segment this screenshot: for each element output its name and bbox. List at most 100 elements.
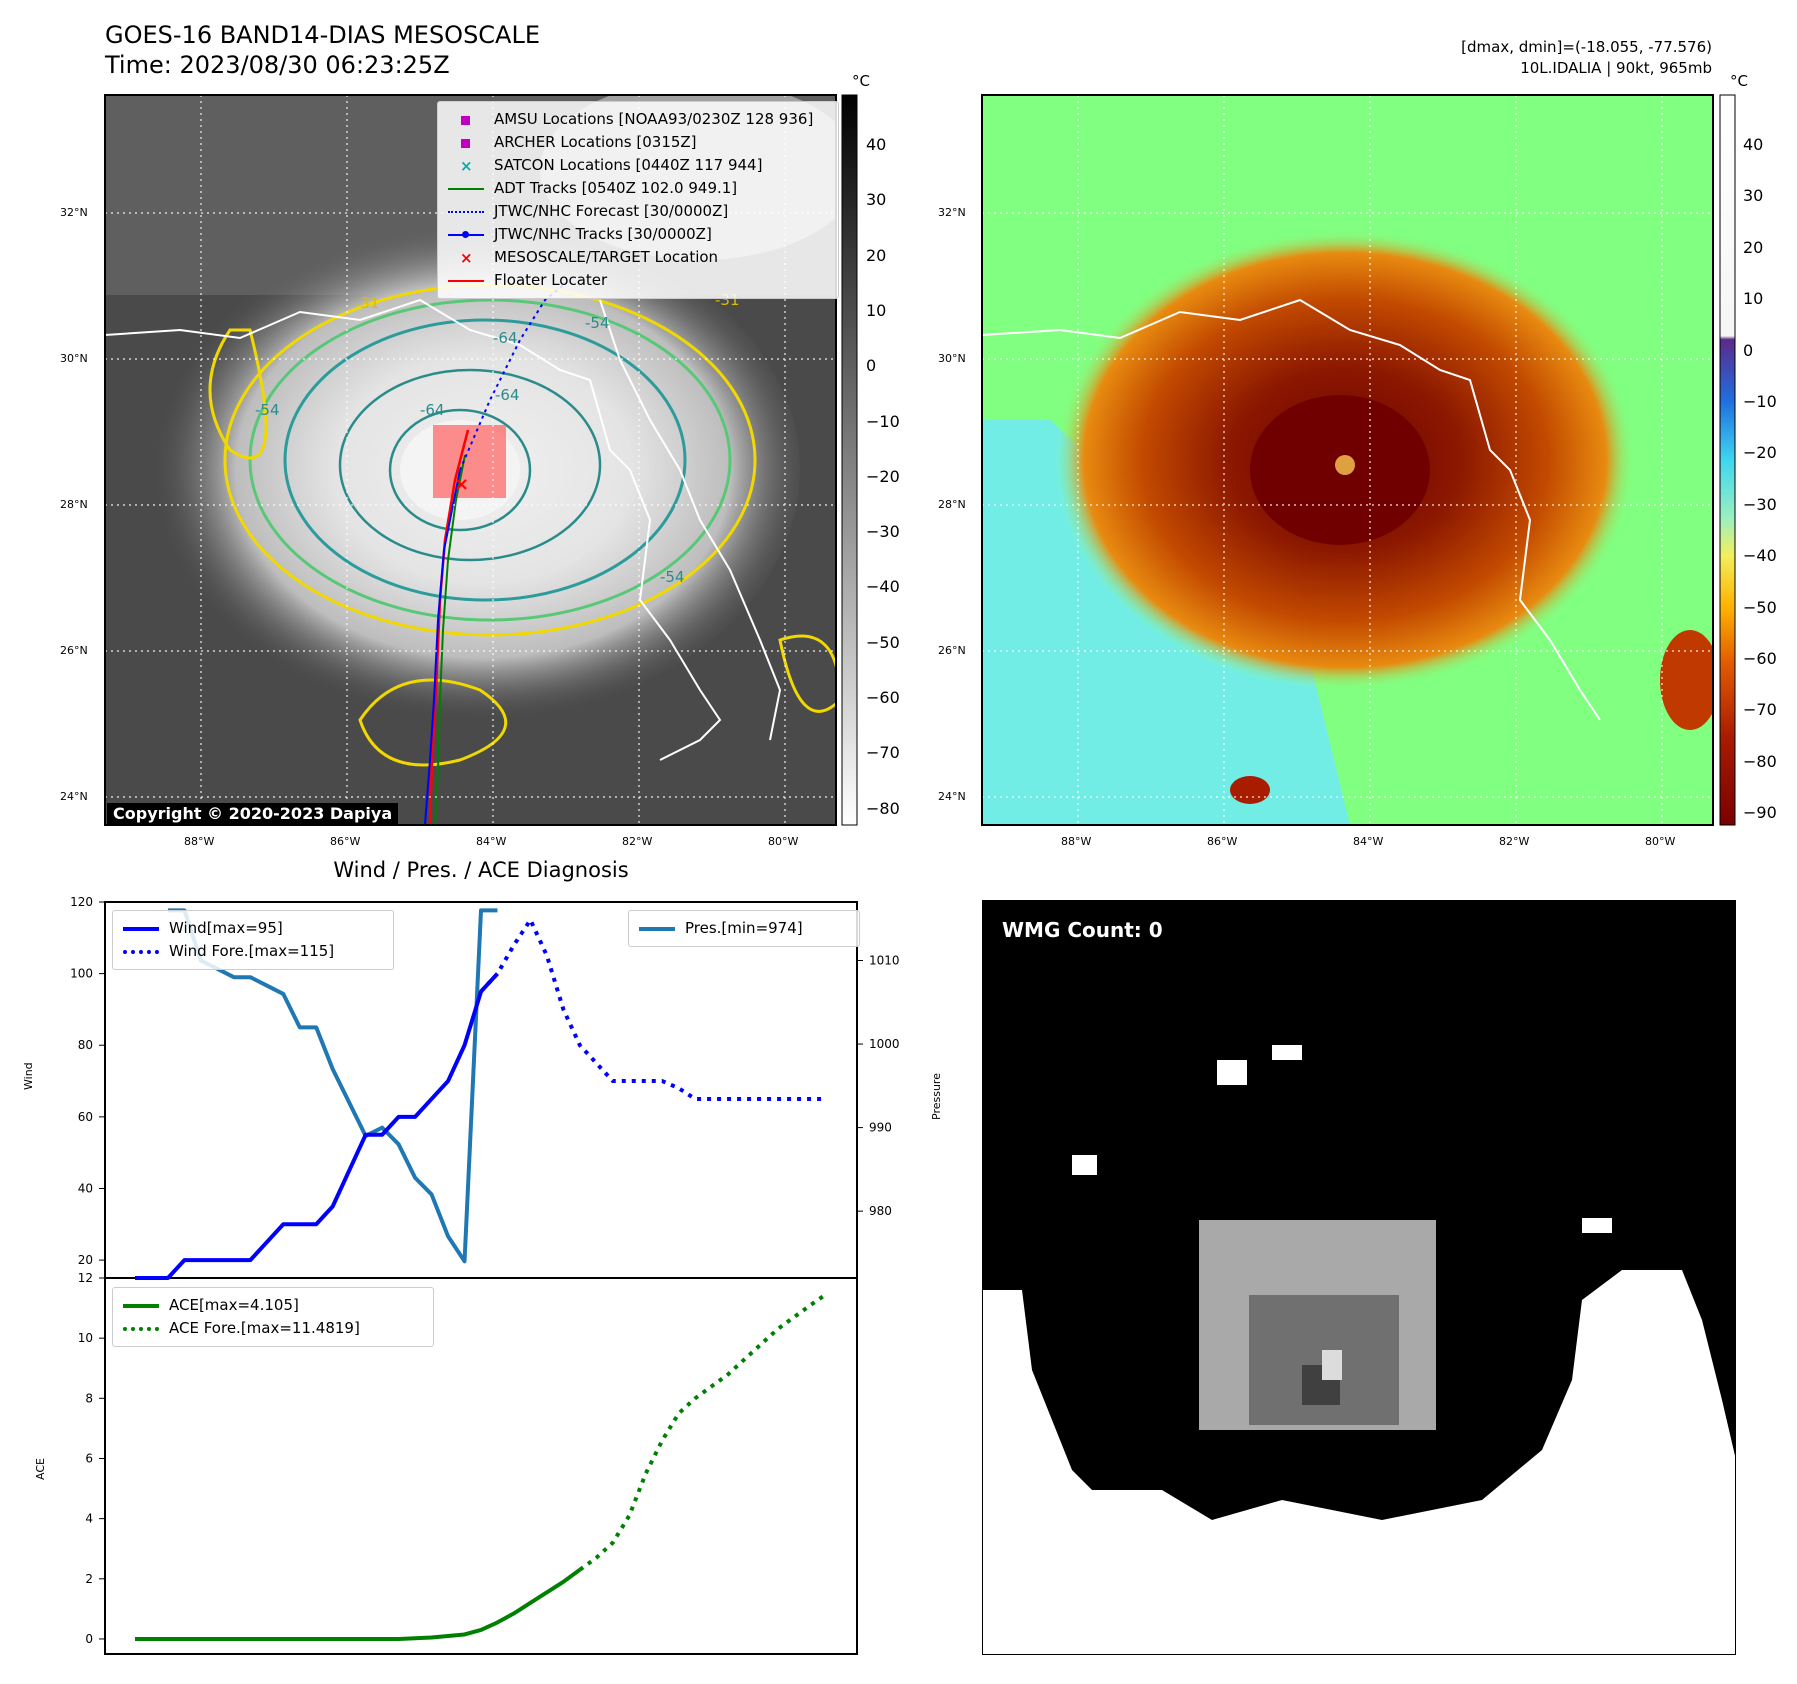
colorbar-tick-label: −70: [866, 743, 900, 763]
ace-axis-tick-label: 12: [78, 1271, 93, 1285]
colorbar-tick-label: 0: [866, 356, 877, 376]
lat-label: 32°N: [938, 206, 966, 219]
contour-label: -64: [420, 401, 445, 419]
legend-entry: ADT Tracks [0540Z 102.0 949.1]: [448, 177, 828, 200]
colorbar-tick-label: −20: [866, 466, 900, 486]
colorbar-tick-label: 10: [866, 300, 887, 320]
colorbar-tick-label: −50: [866, 632, 900, 652]
ir-map-panel: × -31 -54 -64 -54 -64 -64 -54 -31: [104, 94, 1736, 826]
legend-marker: [448, 210, 484, 213]
colorbar-tick-label: 30: [866, 190, 887, 210]
diagnosis-title: Wind / Pres. / ACE Diagnosis: [333, 858, 629, 882]
ace-axis-tick-label: 0: [85, 1632, 93, 1646]
ace-legend: ACE[max=4.105] ACE Fore.[max=11.4819]: [112, 1287, 434, 1347]
legend-marker: ×: [460, 156, 473, 175]
pressure-axis-tick-label: 1010: [869, 953, 900, 967]
ace-axis-tick-label: 10: [78, 1331, 93, 1345]
colorbar-unit: °C: [1730, 72, 1748, 90]
contour-label: -54: [660, 568, 685, 586]
wind-axis-tick-label: 40: [78, 1181, 93, 1195]
lat-label: 30°N: [938, 352, 966, 365]
wind-axis-tick-label: 120: [70, 895, 93, 909]
legend-label: ADT Tracks [0540Z 102.0 949.1]: [494, 179, 738, 197]
pressure-axis-tick-label: 980: [869, 1204, 892, 1218]
contour-label: -64: [495, 386, 520, 404]
colorbar-tick-label: 0: [1743, 340, 1754, 360]
lon-label: 86°W: [1207, 835, 1238, 848]
pressure-axis-label: Pressure: [930, 1073, 943, 1120]
legend-entry: ARCHER Locations [0315Z]: [448, 131, 828, 154]
contour-label: -54: [255, 401, 280, 419]
colorbar-tick-label: 40: [1743, 135, 1764, 154]
legend-marker: ×: [460, 248, 473, 267]
ace-series-line: [578, 1291, 829, 1572]
contour-label: -54: [585, 314, 610, 332]
colorbar-tick-label: −40: [866, 577, 900, 597]
ace-axis-tick-label: 6: [85, 1451, 93, 1465]
legend-label: MESOSCALE/TARGET Location: [494, 248, 719, 266]
wind-axis-tick-label: 100: [70, 967, 93, 981]
lat-label: 28°N: [938, 498, 966, 511]
legend-marker: [448, 138, 484, 148]
dmax-dmin-label: [dmax, dmin]=(-18.055, -77.576): [1461, 38, 1712, 56]
wmg-count-label: WMG Count: 0: [1002, 918, 1163, 942]
pressure-axis-tick-label: 1000: [869, 1037, 900, 1051]
figure-title-line2: Time: 2023/08/30 06:23:25Z: [105, 51, 450, 79]
colorbar-tick-label: 20: [1743, 237, 1764, 257]
lon-label: 80°W: [1645, 835, 1676, 848]
legend-marker: [448, 115, 484, 125]
lon-label: 88°W: [184, 835, 215, 848]
legend-marker: [448, 187, 484, 190]
wind-legend: Wind[max=95] Wind Fore.[max=115]: [112, 910, 394, 970]
legend-label: Floater Locater: [494, 271, 608, 289]
legend-label: SATCON Locations [0440Z 117 944]: [494, 156, 763, 174]
colorbar-tick-label: 10: [1743, 289, 1764, 309]
legend-marker: [448, 230, 484, 238]
legend-label: JTWC/NHC Forecast [30/0000Z]: [494, 202, 729, 220]
pressure-legend: Pres.[min=974]: [628, 910, 860, 947]
ace-axis-tick-label: 8: [85, 1391, 93, 1405]
legend-entry: Floater Locater: [448, 269, 828, 292]
colorbar-tick-label: −20: [1743, 443, 1777, 463]
copyright-label: Copyright © 2020-2023 Dapiya: [107, 803, 399, 824]
legend-entry: AMSU Locations [NOAA93/0230Z 128 936]: [448, 108, 828, 131]
colorbar-tick-label: −60: [1743, 649, 1777, 669]
lat-label: 26°N: [60, 644, 88, 657]
colorbar-tick-label: −40: [1743, 546, 1777, 566]
ace-axis-tick-label: 4: [85, 1512, 93, 1526]
lon-label: 88°W: [1061, 835, 1092, 848]
lon-label: 84°W: [476, 835, 507, 848]
svg-text:×: ×: [454, 474, 469, 495]
wind-axis-label: Wind: [22, 1062, 35, 1090]
colorbar-tick-label: 20: [866, 245, 887, 265]
contour-label: -64: [493, 329, 518, 347]
wind-pres-ace-chart: 20 40 60 80 100 120 980 990 1000 1010 0 2 4 6 8 10 12: [70, 895, 900, 1655]
colorbar-unit: °C: [852, 72, 870, 90]
lat-label: 32°N: [60, 206, 88, 219]
lat-label: 30°N: [60, 352, 88, 365]
pressure-series-line: [167, 908, 498, 1264]
wind-series-line: [135, 972, 499, 1280]
colorbar-tick-label: −50: [1743, 597, 1777, 617]
legend-entry: × MESOSCALE/TARGET Location: [448, 246, 828, 269]
colorbar-tick-label: −10: [1743, 392, 1777, 412]
lon-label: 82°W: [622, 835, 653, 848]
track-legend: AMSU Locations [NOAA93/0230Z 128 936] ARC…: [437, 101, 839, 299]
legend-entry: × SATCON Locations [0440Z 117 944]: [448, 154, 828, 177]
lon-label: 82°W: [1499, 835, 1530, 848]
colorbar-tick-label: 30: [1743, 186, 1764, 206]
colorbar-tick-label: −70: [1743, 700, 1777, 720]
colorbar-tick-label: −80: [866, 798, 900, 818]
lon-label: 86°W: [330, 835, 361, 848]
colorbar-tick-label: −90: [1743, 803, 1777, 823]
wind-axis-tick-label: 20: [78, 1253, 93, 1267]
wind-axis-tick-label: 80: [78, 1038, 93, 1052]
ace-axis-tick-label: 2: [85, 1572, 93, 1586]
lon-label: 84°W: [1353, 835, 1384, 848]
lon-label: 80°W: [768, 835, 799, 848]
colorbar-tick-label: 40: [866, 135, 887, 154]
figure-title-line1: GOES-16 BAND14-DIAS MESOSCALE: [105, 21, 541, 49]
lat-label: 28°N: [60, 498, 88, 511]
contour-label: -31: [355, 294, 380, 312]
pressure-axis-tick-label: 990: [869, 1121, 892, 1135]
